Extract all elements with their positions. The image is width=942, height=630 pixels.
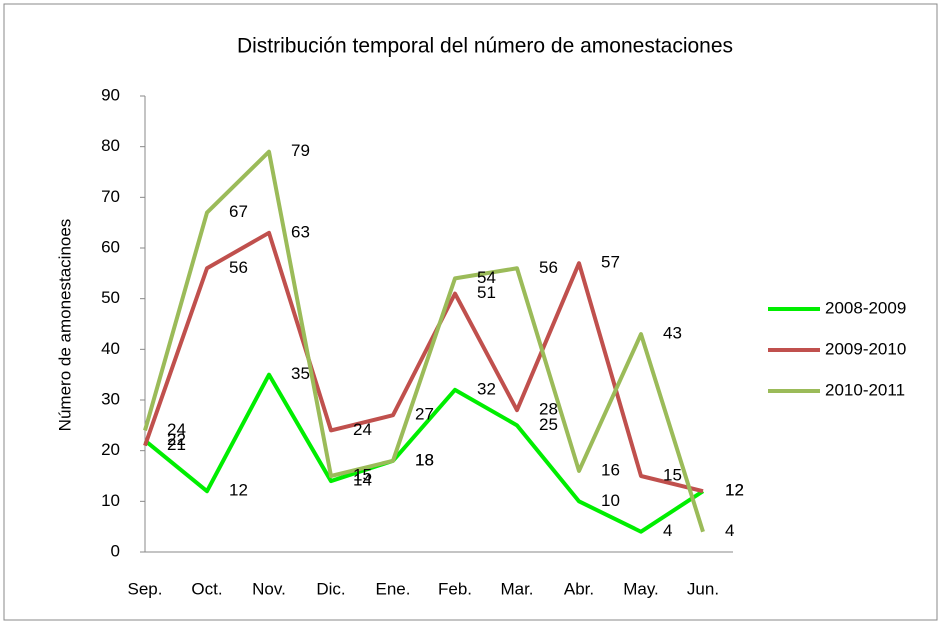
x-tick-label: Feb.	[438, 579, 472, 598]
series-line	[143, 149, 705, 533]
data-label: 24	[167, 420, 186, 439]
data-label: 16	[601, 460, 620, 479]
y-tick-label: 0	[111, 541, 120, 560]
data-label: 51	[477, 283, 496, 302]
x-tick-label: Abr.	[564, 579, 594, 598]
data-label: 63	[291, 222, 310, 241]
y-tick-label: 60	[101, 237, 120, 256]
data-label: 56	[229, 258, 248, 277]
data-label: 27	[415, 405, 434, 424]
data-label: 12	[725, 481, 744, 500]
legend-label: 2009-2010	[825, 339, 906, 358]
data-label: 35	[291, 364, 310, 383]
y-tick-label: 70	[101, 187, 120, 206]
data-label: 4	[725, 521, 734, 540]
x-tick-label: Mar.	[500, 579, 533, 598]
data-label: 12	[725, 481, 744, 500]
x-tick-label: Sep.	[128, 579, 163, 598]
data-label: 12	[229, 481, 248, 500]
x-tick-label: Nov.	[252, 579, 286, 598]
data-label: 22	[167, 430, 186, 449]
data-label: 57	[601, 253, 620, 272]
data-label: 67	[229, 202, 248, 221]
series-line	[143, 230, 704, 494]
y-tick-label: 40	[101, 339, 120, 358]
data-label: 14	[353, 471, 372, 490]
x-tick-label: Oct.	[191, 579, 222, 598]
data-label: 10	[601, 491, 620, 510]
data-label: 18	[415, 450, 434, 469]
data-label: 21	[167, 435, 186, 454]
data-label: 56	[539, 258, 558, 277]
y-tick-label: 50	[101, 288, 120, 307]
data-label: 18	[415, 450, 434, 469]
data-label: 25	[539, 415, 558, 434]
y-tick-label: 30	[101, 389, 120, 408]
series-line	[143, 372, 705, 534]
data-label: 15	[353, 465, 372, 484]
x-tick-label: Ene.	[376, 579, 411, 598]
y-tick-label: 10	[101, 491, 120, 510]
data-label: 24	[353, 420, 372, 439]
chart-border	[3, 3, 938, 621]
x-tick-label: Jun.	[687, 579, 719, 598]
x-tick-label: Dic.	[316, 579, 345, 598]
data-label: 43	[663, 324, 682, 343]
legend-label: 2008-2009	[825, 298, 906, 317]
x-tick-label: May.	[623, 579, 659, 598]
data-label: 79	[291, 141, 310, 160]
data-label: 15	[663, 465, 682, 484]
data-label: 4	[663, 521, 672, 540]
chart-title: Distribución temporal del número de amon…	[237, 35, 733, 58]
y-tick-label: 20	[101, 440, 120, 459]
data-label: 54	[477, 268, 496, 287]
legend-label: 2010-2011	[825, 380, 905, 399]
y-tick-label: 90	[101, 85, 120, 104]
data-label: 28	[539, 400, 558, 419]
data-label: 32	[477, 379, 496, 398]
y-axis-label: Número de amonestacinoes	[55, 219, 74, 432]
y-tick-label: 80	[101, 136, 120, 155]
